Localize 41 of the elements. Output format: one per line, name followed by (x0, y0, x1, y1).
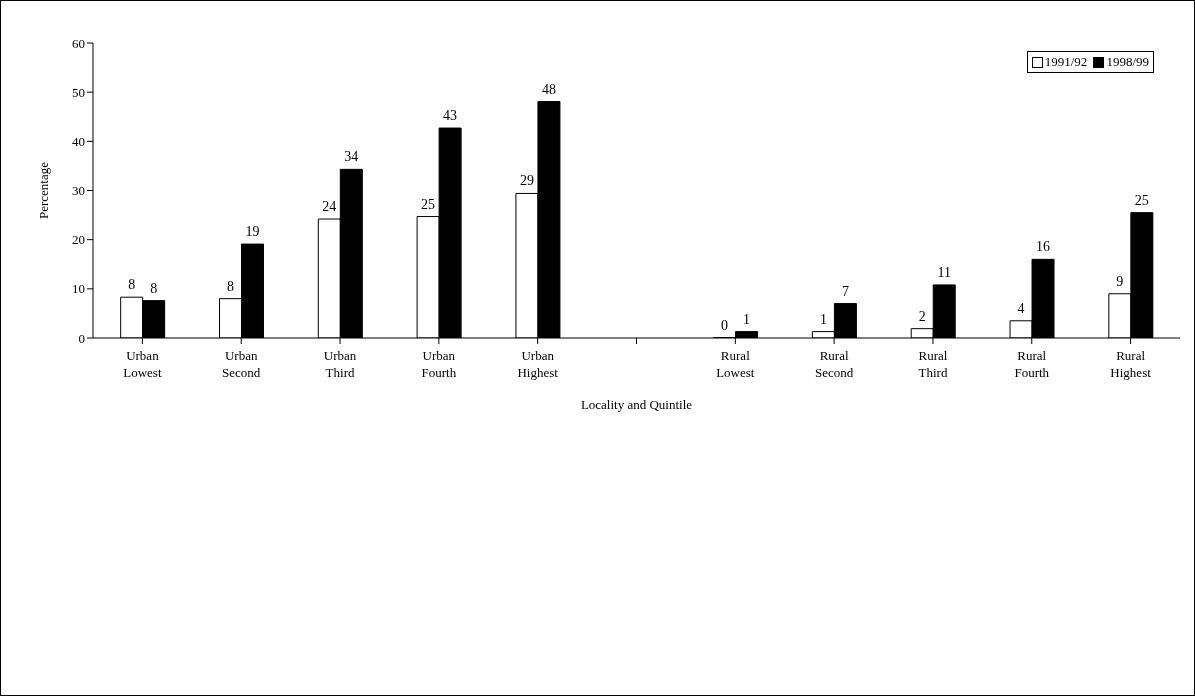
legend-label: 1998/99 (1105, 54, 1149, 70)
data-label: 29 (519, 173, 534, 189)
y-tick-label: 10 (72, 281, 85, 297)
data-label: 8 (150, 280, 158, 296)
data-label: 11 (937, 264, 951, 280)
y-axis-title: Percentage (35, 161, 51, 220)
data-label: 48 (541, 81, 556, 97)
x-tick-label: Rural Lowest (716, 348, 755, 380)
x-axis-title: Locality and Quintile (580, 397, 693, 412)
legend-label: 1991/92 (1043, 54, 1088, 70)
x-tick-label: Urban Third (323, 348, 357, 380)
x-tick-label: Urban Highest (517, 348, 559, 380)
data-label: 43 (443, 108, 458, 124)
x-tick-label: Rural Third (918, 348, 948, 380)
data-label: 8 (226, 278, 234, 294)
data-label: 19 (245, 224, 260, 240)
data-label: 25 (421, 196, 436, 212)
y-tick-label: 0 (78, 330, 85, 346)
data-label: 34 (344, 149, 359, 165)
data-label: 1 (819, 311, 827, 327)
y-tick-label: 50 (72, 84, 85, 100)
y-tick-label: 60 (72, 35, 85, 51)
data-label: 8 (128, 277, 136, 293)
y-tick-label: 20 (72, 232, 85, 248)
data-label: 1 (743, 311, 751, 327)
data-label: 7 (841, 283, 849, 299)
x-tick-label: Rural Second (815, 348, 854, 380)
x-tick-label: Rural Highest (1110, 348, 1152, 380)
data-label: 2 (918, 308, 926, 324)
data-label: 4 (1017, 300, 1025, 316)
data-label: 0 (721, 317, 729, 333)
data-label: 24 (322, 199, 337, 215)
data-label: 16 (1036, 239, 1051, 255)
x-tick-label: Urban Second (222, 348, 261, 380)
y-tick-label: 30 (72, 183, 85, 199)
y-tick-label: 40 (72, 133, 85, 149)
data-label: 9 (1116, 273, 1124, 289)
data-label: 25 (1134, 192, 1149, 208)
x-tick-label: Urban Lowest (123, 348, 162, 380)
x-tick-label: Urban Fourth (421, 348, 457, 380)
x-tick-label: Rural Fourth (1014, 348, 1050, 380)
